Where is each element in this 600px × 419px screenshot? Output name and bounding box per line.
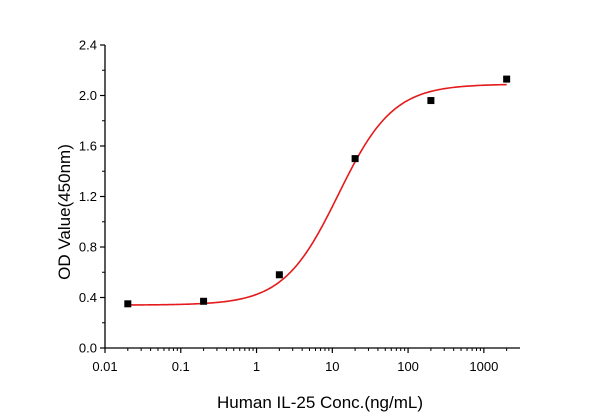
y-tick-label: 0.4 — [79, 290, 97, 305]
data-point — [503, 75, 511, 83]
y-tick-label: 2.0 — [79, 88, 97, 103]
x-tick-label: 10 — [325, 359, 339, 374]
fit-curve — [127, 83, 507, 306]
data-point — [427, 97, 435, 105]
y-tick-label: 2.4 — [79, 38, 97, 53]
data-point — [200, 297, 208, 305]
x-tick-label: 1000 — [469, 359, 498, 374]
x-tick-label: 1 — [253, 359, 260, 374]
data-points — [124, 75, 511, 308]
axes — [104, 45, 520, 349]
y-tick-label: 0.0 — [79, 341, 97, 356]
data-point — [351, 155, 359, 163]
y-tick-label: 1.2 — [79, 189, 97, 204]
x-axis-title: Human IL-25 Conc.(ng/mL) — [217, 393, 423, 412]
x-tick-label: 0.01 — [92, 359, 117, 374]
data-point — [275, 271, 283, 279]
y-axis-title: OD Value(450nm) — [55, 144, 74, 280]
y-tick-label: 1.6 — [79, 139, 97, 154]
data-point — [124, 300, 132, 308]
x-tick-label: 100 — [397, 359, 419, 374]
y-tick-label: 0.8 — [79, 240, 97, 255]
x-tick-label: 0.1 — [172, 359, 190, 374]
axis-ticks: 0.01 0.1 1 10 100 1000 0.0 0.4 0.8 1.2 1.6 2.0 2.4 — [79, 38, 508, 374]
